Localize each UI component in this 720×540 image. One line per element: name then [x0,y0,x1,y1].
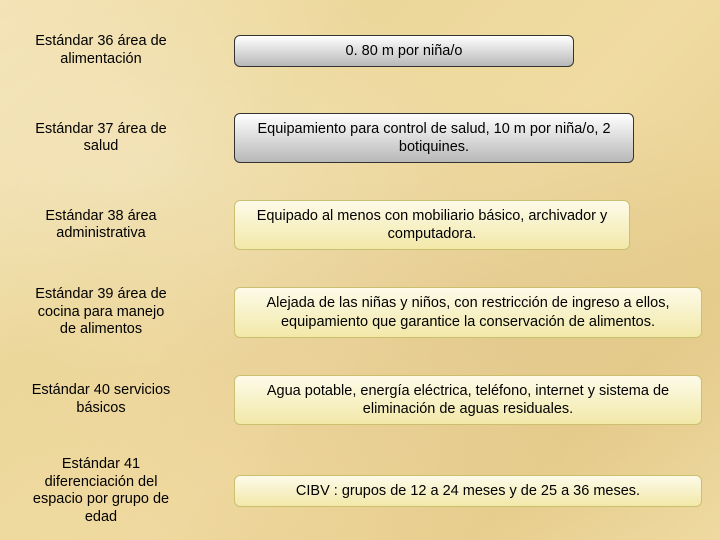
tag-label: Estándar 41 diferenciación del espacio p… [33,456,169,524]
desc-text: Equipado al menos con mobiliario básico,… [257,208,608,242]
row-std-41: Estándar 41 diferenciación del espacio p… [22,450,702,532]
tag-wrap: Estándar 36 área de alimentación [22,27,194,74]
tag-label: Estándar 36 área de alimentación [35,33,166,66]
standards-list: Estándar 36 área de alimentación 0. 80 m… [0,0,720,540]
row-std-39: Estándar 39 área de cocina para manejo d… [22,276,702,349]
tag-wrap: Estándar 37 área de salud [22,115,194,162]
desc-std-41: CIBV : grupos de 12 a 24 meses y de 25 a… [234,475,702,507]
desc-text: Agua potable, energía eléctrica, teléfon… [267,383,669,417]
tag-wrap: Estándar 41 diferenciación del espacio p… [22,450,194,532]
tag-std-38: Estándar 38 área administrativa [22,202,184,249]
tag-wrap: Estándar 39 área de cocina para manejo d… [22,280,194,344]
tag-wrap: Estándar 40 servicios básicos [22,376,194,423]
desc-wrap: Equipado al menos con mobiliario básico,… [234,200,702,250]
row-std-38: Estándar 38 área administrativa Equipado… [22,189,702,262]
desc-text: Alejada de las niñas y niños, con restri… [266,295,669,329]
desc-text: 0. 80 m por niña/o [346,43,463,59]
desc-wrap: CIBV : grupos de 12 a 24 meses y de 25 a… [234,475,702,507]
row-std-40: Estándar 40 servicios básicos Agua potab… [22,363,702,436]
desc-wrap: Equipamiento para control de salud, 10 m… [234,113,702,163]
tag-label: Estándar 37 área de salud [35,121,166,154]
tag-std-40: Estándar 40 servicios básicos [22,376,184,423]
tag-std-41: Estándar 41 diferenciación del espacio p… [22,450,184,532]
tag-std-37: Estándar 37 área de salud [22,115,184,162]
desc-text: Equipamiento para control de salud, 10 m… [257,121,610,155]
desc-std-39: Alejada de las niñas y niños, con restri… [234,287,702,337]
desc-std-36: 0. 80 m por niña/o [234,35,574,67]
tag-label: Estándar 39 área de cocina para manejo d… [35,286,166,337]
desc-std-40: Agua potable, energía eléctrica, teléfon… [234,375,702,425]
desc-wrap: 0. 80 m por niña/o [234,35,702,67]
desc-std-37: Equipamiento para control de salud, 10 m… [234,113,634,163]
desc-wrap: Agua potable, energía eléctrica, teléfon… [234,375,702,425]
tag-std-36: Estándar 36 área de alimentación [22,27,184,74]
row-std-37: Estándar 37 área de salud Equipamiento p… [22,101,702,174]
desc-std-38: Equipado al menos con mobiliario básico,… [234,200,630,250]
desc-text: CIBV : grupos de 12 a 24 meses y de 25 a… [296,483,640,499]
tag-wrap: Estándar 38 área administrativa [22,202,194,249]
tag-label: Estándar 40 servicios básicos [32,382,171,415]
desc-wrap: Alejada de las niñas y niños, con restri… [234,287,702,337]
tag-label: Estándar 38 área administrativa [45,208,156,241]
tag-std-39: Estándar 39 área de cocina para manejo d… [22,280,184,344]
row-std-36: Estándar 36 área de alimentación 0. 80 m… [22,14,702,87]
